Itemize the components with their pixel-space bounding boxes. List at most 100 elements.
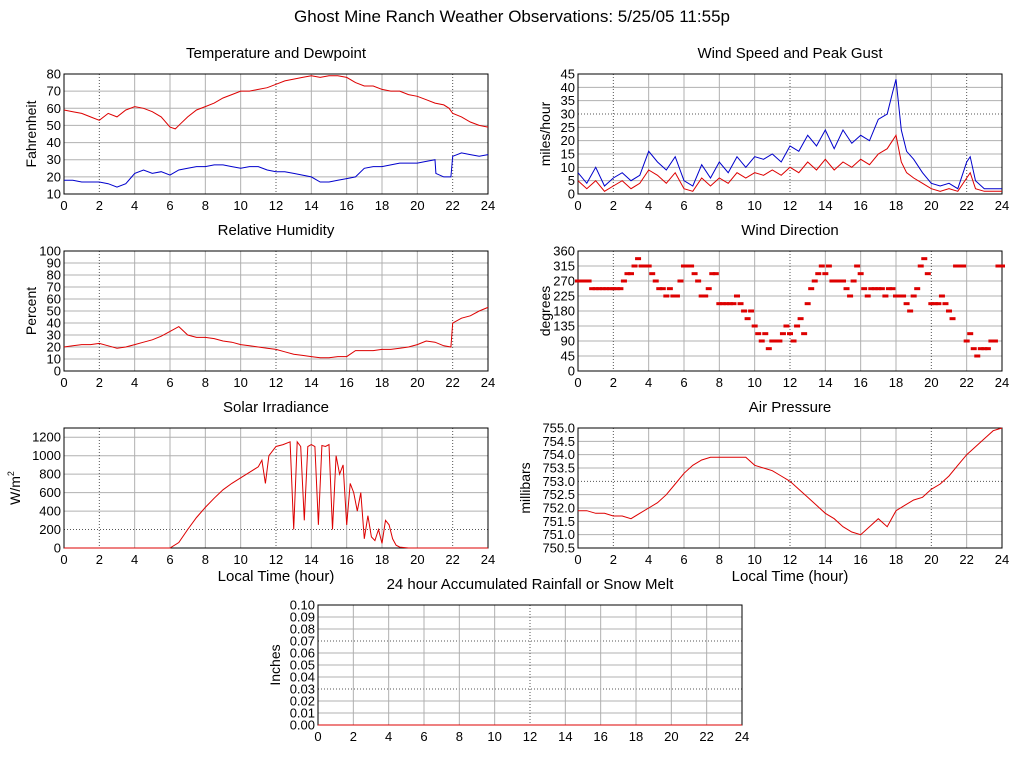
wdir-point — [974, 354, 981, 358]
wdir-point — [935, 302, 942, 306]
wdir-xtick-label: 22 — [959, 375, 973, 390]
wind-ytick-label: 35 — [561, 93, 575, 108]
wdir-ytick-label: 90 — [561, 334, 575, 349]
rain-ytick-label: 0.02 — [290, 694, 315, 709]
pressure-ytick-label: 752.5 — [542, 487, 575, 502]
rh-frame — [63, 250, 489, 372]
rain-ytick-label: 0.03 — [290, 682, 315, 697]
wdir-point — [769, 339, 776, 343]
wdir-point — [582, 279, 589, 283]
wdir-xtick-label: 6 — [680, 375, 687, 390]
rain-xtick-label: 24 — [735, 729, 749, 744]
wind-ytick-label: 10 — [561, 160, 575, 175]
wdir-point — [815, 272, 822, 276]
wdir-point — [783, 324, 790, 328]
wind-ytick-label: 25 — [561, 120, 575, 135]
wdir-point — [635, 257, 642, 261]
rain-xtick-label: 12 — [523, 729, 537, 744]
wdir-point — [691, 272, 698, 276]
wdir-ytick-label: 135 — [553, 319, 575, 334]
wdir-point — [606, 287, 613, 291]
wdir-point — [645, 264, 652, 268]
wdir-point — [787, 332, 793, 336]
wind-ylabel: miles/hour — [537, 101, 553, 166]
wdir-xtick-label: 8 — [716, 375, 723, 390]
wdir-point — [981, 347, 988, 351]
rh-xtick-label: 12 — [269, 375, 283, 390]
wind-xtick-label: 10 — [747, 198, 761, 213]
temp-ytick-label: 40 — [47, 135, 61, 150]
wind-xtick-label: 16 — [853, 198, 867, 213]
wdir-point — [631, 264, 638, 268]
pressure-ytick-label: 753.0 — [542, 474, 575, 489]
temp-xtick-label: 16 — [339, 198, 353, 213]
pressure-xlabel: Local Time (hour) — [732, 568, 849, 585]
solar-xtick-label: 12 — [269, 552, 283, 567]
solar-xtick-label: 6 — [166, 552, 173, 567]
rain-ytick-label: 0.05 — [290, 658, 315, 673]
pressure-series-1-line — [578, 427, 1003, 536]
wind-title: Wind Speed and Peak Gust — [697, 45, 883, 62]
wdir-point — [808, 287, 815, 291]
rh-xtick-label: 20 — [410, 375, 424, 390]
temp-ytick-label: 80 — [47, 67, 61, 82]
rain-ytick-label: 0.07 — [290, 634, 315, 649]
rain-xtick-label: 22 — [699, 729, 713, 744]
wdir-point — [620, 279, 627, 283]
temp-ytick-label: 30 — [47, 152, 61, 167]
wdir-point — [801, 332, 808, 336]
wdir-point — [797, 317, 804, 321]
wdir-point — [677, 279, 684, 283]
wdir-point — [847, 294, 854, 298]
solar-xtick-label: 2 — [96, 552, 103, 567]
wdir-xtick-label: 12 — [783, 375, 797, 390]
wdir-point — [642, 264, 649, 268]
wdir-xtick-label: 20 — [924, 375, 938, 390]
wdir-point — [991, 339, 998, 343]
wdir-point — [988, 339, 995, 343]
wind-frame — [577, 73, 1003, 195]
solar-series-1-line — [64, 440, 488, 549]
solar-ytick-label: 0 — [54, 541, 61, 556]
rh-xtick-label: 0 — [60, 375, 67, 390]
wdir-point — [910, 294, 917, 298]
rh-xtick-label: 16 — [339, 375, 353, 390]
rain-ytick-label: 0.09 — [290, 610, 315, 625]
solar-xtick-label: 16 — [339, 552, 353, 567]
temp-xtick-label: 2 — [96, 198, 103, 213]
temp-xtick-label: 0 — [60, 198, 67, 213]
wdir-point — [755, 332, 762, 336]
wdir-point — [907, 309, 914, 313]
pressure-frame — [577, 427, 1003, 549]
wdir-point — [575, 279, 581, 283]
rain-ytick-label: 0.01 — [290, 706, 315, 721]
pressure-xtick-label: 8 — [716, 552, 723, 567]
solar-xtick-label: 8 — [202, 552, 209, 567]
solar-frame — [63, 427, 489, 549]
temp-title: Temperature and Dewpoint — [186, 45, 367, 62]
wdir-point — [638, 264, 645, 268]
rh-ytick-label: 20 — [47, 340, 61, 355]
temp-xtick-label: 10 — [233, 198, 247, 213]
wdir-ytick-label: 360 — [553, 244, 575, 259]
pressure-ytick-label: 753.5 — [542, 461, 575, 476]
wind-series-1-line — [577, 79, 1002, 190]
wdir-point — [779, 332, 786, 336]
solar-xtick-label: 10 — [233, 552, 247, 567]
pressure-xtick-label: 18 — [889, 552, 903, 567]
pressure-ylabel: millibars — [517, 462, 533, 513]
wind-xtick-label: 4 — [645, 198, 652, 213]
wind-ytick-label: 20 — [561, 133, 575, 148]
wdir-xtick-label: 24 — [995, 375, 1009, 390]
wdir-point — [670, 294, 677, 298]
wind-ytick-label: 40 — [561, 80, 575, 95]
rain-title: 24 hour Accumulated Rainfall or Snow Mel… — [387, 576, 675, 593]
temp-xtick-label: 14 — [304, 198, 318, 213]
wdir-point — [995, 264, 1002, 268]
wdir-point — [712, 272, 719, 276]
pressure-ytick-label: 754.0 — [542, 447, 575, 462]
wdir-point — [928, 302, 935, 306]
rain-xtick-label: 10 — [487, 729, 501, 744]
wind-xtick-label: 0 — [574, 198, 581, 213]
wdir-point — [592, 287, 599, 291]
